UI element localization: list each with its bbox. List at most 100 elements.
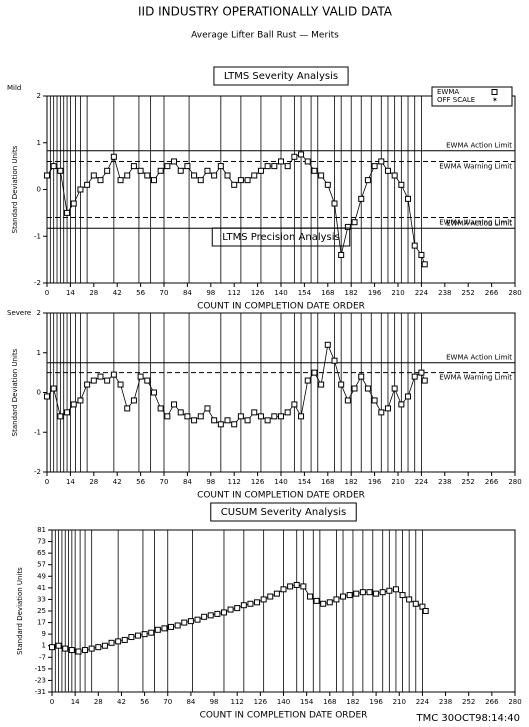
data-point <box>371 163 378 170</box>
data-point <box>141 631 148 638</box>
data-point <box>278 413 284 420</box>
data-point <box>254 599 261 606</box>
x-tick-label: 126 <box>251 289 265 297</box>
x-tick-label: 84 <box>186 698 195 706</box>
data-point <box>177 409 184 416</box>
limit-label: EWMA Warning Limit <box>439 374 512 382</box>
data-point <box>181 619 188 626</box>
data-point <box>130 397 137 404</box>
x-tick-label: 28 <box>94 698 103 706</box>
data-point <box>298 151 305 158</box>
data-point <box>187 618 194 625</box>
data-point <box>399 592 406 599</box>
panel-title-box <box>213 66 349 86</box>
data-point <box>197 413 204 420</box>
data-point <box>150 389 157 396</box>
data-point <box>88 645 95 652</box>
data-point <box>324 341 331 348</box>
data-point <box>211 417 218 424</box>
data-point <box>49 644 55 651</box>
data-point <box>346 592 353 599</box>
x-tick-label: 252 <box>462 698 475 706</box>
data-point <box>164 163 171 170</box>
data-point <box>244 177 251 184</box>
x-tick-label: 238 <box>438 478 451 486</box>
data-point <box>304 158 311 165</box>
data-point <box>373 590 380 597</box>
data-point <box>324 181 331 188</box>
limit-label: EWMA Action Limit <box>446 219 512 227</box>
data-point <box>57 413 64 420</box>
limit-label: EWMA Warning Limit <box>439 162 512 170</box>
data-point <box>75 648 82 655</box>
data-point <box>95 644 102 651</box>
x-tick-label: 84 <box>183 289 192 297</box>
data-point <box>117 177 124 184</box>
data-point <box>264 163 271 170</box>
x-tick-label: 224 <box>416 698 430 706</box>
y-tick-label: 25 <box>37 607 46 615</box>
data-point <box>366 589 373 596</box>
data-point <box>391 385 398 392</box>
data-point <box>237 177 244 184</box>
x-tick-label: 154 <box>298 289 312 297</box>
x-tick-label: 154 <box>300 698 314 706</box>
data-point <box>57 167 64 174</box>
data-point <box>64 209 71 216</box>
x-tick-label: 280 <box>508 698 521 706</box>
x-tick-label: 238 <box>438 289 451 297</box>
data-point <box>247 600 254 607</box>
data-point <box>291 401 298 408</box>
x-tick-label: 140 <box>274 289 287 297</box>
data-point <box>237 413 244 420</box>
x-tick-label: 98 <box>210 698 219 706</box>
data-point <box>313 597 320 604</box>
data-point <box>311 369 318 376</box>
data-point <box>207 612 214 619</box>
x-tick-label: 14 <box>66 478 75 486</box>
x-tick-label: 252 <box>462 478 475 486</box>
x-tick-label: 140 <box>274 478 287 486</box>
data-point <box>331 357 338 364</box>
x-tick-label: 56 <box>136 289 145 297</box>
data-point <box>115 638 122 645</box>
data-point <box>251 172 258 179</box>
x-tick-label: 56 <box>140 698 149 706</box>
data-point <box>50 385 57 392</box>
y-tick-label: 65 <box>37 549 46 557</box>
x-axis-label: COUNT IN COMPLETION DATE ORDER <box>200 711 368 721</box>
data-point <box>214 610 221 617</box>
data-point <box>280 586 287 593</box>
data-point <box>405 393 412 400</box>
x-tick-label: 168 <box>321 289 334 297</box>
x-tick-label: 266 <box>485 478 499 486</box>
page-subtitle: Average Lifter Ball Rust — Merits <box>191 31 339 41</box>
data-point <box>353 590 360 597</box>
x-tick-label: 210 <box>393 698 406 706</box>
y-tick-label: -31 <box>35 688 46 696</box>
data-point <box>82 647 89 654</box>
data-point <box>191 172 198 179</box>
data-point <box>44 393 50 400</box>
data-point <box>405 195 412 202</box>
data-point <box>197 177 204 184</box>
data-point <box>90 377 97 384</box>
limit-label: EWMA Action Limit <box>446 354 512 362</box>
x-tick-label: 42 <box>117 698 126 706</box>
data-point <box>124 172 131 179</box>
x-tick-label: 266 <box>485 698 499 706</box>
series-line <box>51 584 427 652</box>
x-tick-label: 196 <box>368 289 382 297</box>
data-point <box>177 167 184 174</box>
series-line <box>46 153 426 265</box>
data-point <box>144 172 151 179</box>
data-point <box>62 645 69 652</box>
data-point <box>110 371 117 378</box>
data-point <box>134 632 141 639</box>
data-point <box>77 397 84 404</box>
data-point <box>379 589 386 596</box>
data-point <box>164 413 171 420</box>
data-point <box>204 405 211 412</box>
data-point <box>97 373 104 380</box>
data-point <box>50 163 57 170</box>
